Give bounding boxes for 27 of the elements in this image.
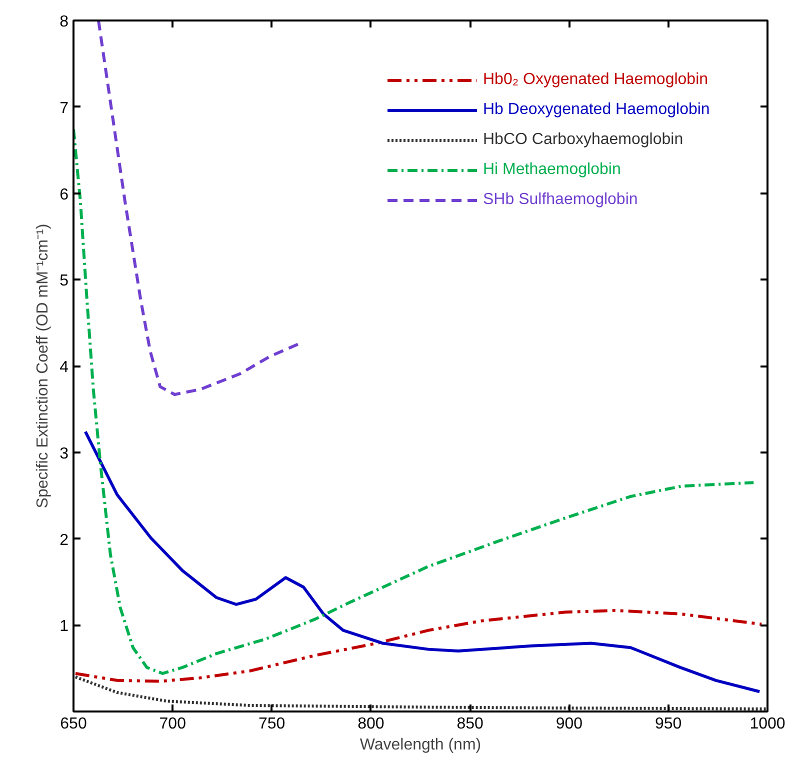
y-tick-label: 5 — [60, 272, 69, 290]
x-tick-label: 750 — [258, 716, 286, 732]
line-series — [74, 608, 764, 683]
text: Hi Methaemoglobin — [483, 161, 621, 179]
x-tick-label: 700 — [159, 716, 186, 732]
x-tick-label: 800 — [358, 716, 384, 732]
line-series — [84, 430, 762, 694]
text: Hb0₂ Oxygenated Haemoglobin — [483, 71, 708, 89]
line-series — [96, 20, 302, 396]
y-tick-label: 4 — [60, 359, 69, 376]
y-tick-label: 1 — [60, 618, 69, 636]
x-tick-label: 950 — [655, 716, 682, 732]
y-tick-label: 8 — [60, 14, 69, 30]
x-tick-label: 850 — [456, 716, 484, 732]
text: Hb Deoxygenated Haemoglobin — [483, 101, 710, 119]
text: HbCO Carboxyhaemoglobin — [483, 131, 684, 149]
y-tick-label: 7 — [60, 100, 69, 117]
line-series — [74, 128, 756, 675]
y-axis-title: Specific Extinction Coeff (OD mM⁻¹cm⁻¹) — [34, 224, 52, 508]
x-tick-label: 650 — [60, 716, 87, 732]
text: SHb Sulfhaemoglobin — [483, 191, 638, 209]
x-tick-label: 900 — [556, 716, 583, 732]
y-tick-label: 2 — [60, 532, 69, 549]
x-tick-label: 1000 — [750, 716, 786, 732]
y-tick-label: 6 — [60, 186, 69, 204]
y-tick-label: 3 — [60, 445, 69, 462]
x-axis-title: Wavelength (nm) — [360, 736, 482, 754]
